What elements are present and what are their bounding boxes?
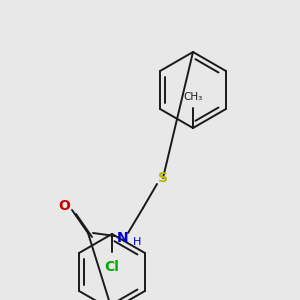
Text: H: H [133,237,141,247]
Text: S: S [158,171,168,185]
Text: O: O [58,199,70,213]
Text: N: N [117,231,129,245]
Text: Cl: Cl [105,260,119,274]
Text: CH₃: CH₃ [183,92,202,102]
